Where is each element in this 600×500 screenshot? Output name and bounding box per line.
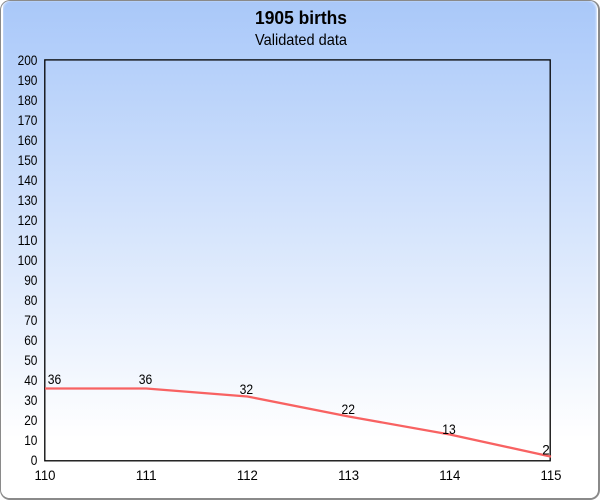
svg-text:110: 110: [18, 232, 38, 248]
svg-text:113: 113: [338, 467, 359, 483]
svg-text:120: 120: [18, 212, 38, 228]
svg-text:Validated data: Validated data: [255, 32, 347, 49]
svg-text:115: 115: [541, 467, 562, 483]
svg-text:30: 30: [24, 392, 37, 408]
svg-text:200: 200: [18, 52, 38, 68]
svg-text:90: 90: [24, 272, 37, 288]
svg-text:130: 130: [18, 192, 38, 208]
svg-text:1905 births: 1905 births: [255, 8, 347, 28]
svg-text:0: 0: [31, 452, 38, 468]
svg-text:40: 40: [24, 372, 37, 388]
svg-text:50: 50: [24, 352, 37, 368]
svg-text:70: 70: [24, 312, 37, 328]
svg-text:2: 2: [542, 443, 550, 458]
svg-text:100: 100: [18, 252, 38, 268]
svg-text:112: 112: [237, 467, 258, 483]
svg-text:114: 114: [439, 467, 460, 483]
svg-text:10: 10: [24, 432, 37, 448]
svg-text:170: 170: [18, 112, 38, 128]
svg-text:20: 20: [24, 412, 37, 428]
svg-text:180: 180: [18, 92, 38, 108]
svg-text:36: 36: [139, 372, 153, 387]
svg-text:111: 111: [136, 467, 157, 483]
svg-text:150: 150: [18, 152, 38, 168]
svg-text:160: 160: [18, 132, 38, 148]
svg-text:110: 110: [35, 467, 56, 483]
svg-text:13: 13: [442, 422, 456, 437]
svg-text:36: 36: [48, 372, 62, 387]
svg-text:32: 32: [240, 382, 254, 397]
svg-text:140: 140: [18, 172, 38, 188]
svg-text:60: 60: [24, 332, 37, 348]
svg-text:190: 190: [18, 72, 38, 88]
svg-text:80: 80: [24, 292, 37, 308]
svg-text:22: 22: [342, 402, 356, 417]
